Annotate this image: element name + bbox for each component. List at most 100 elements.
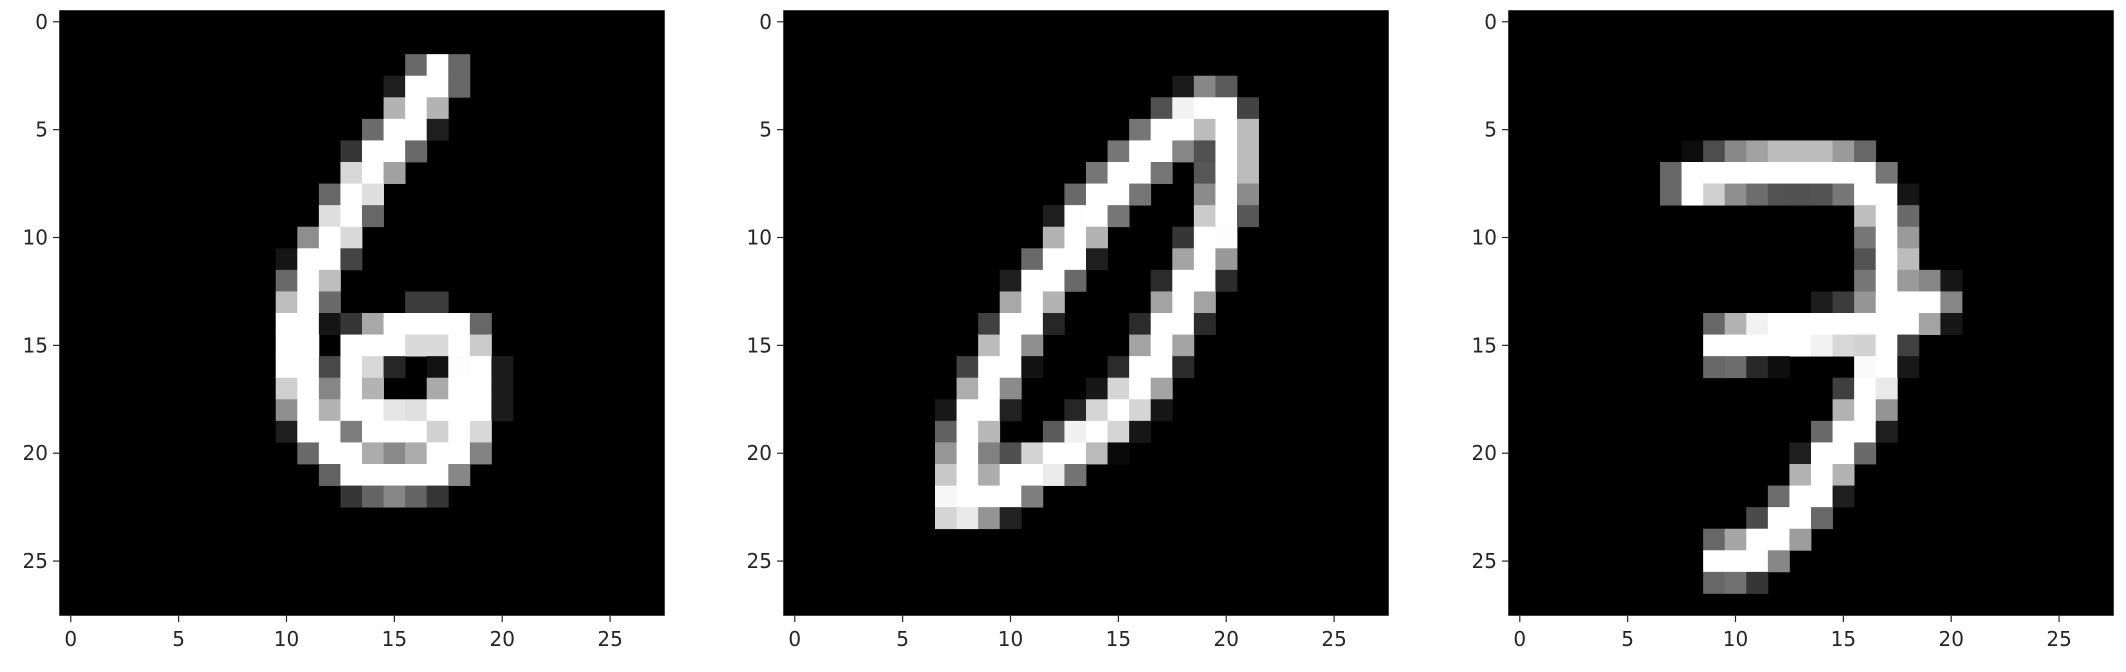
pixel — [1086, 183, 1108, 206]
pixel — [448, 442, 471, 465]
pixel — [1703, 162, 1726, 184]
pixel — [297, 377, 320, 400]
pixel — [1042, 291, 1065, 314]
pixel — [1832, 377, 1855, 400]
pixel — [1086, 442, 1108, 465]
pixel — [275, 356, 298, 379]
pixel — [1172, 118, 1195, 141]
pixel — [448, 54, 471, 77]
image-panel-1: 0 5 10 15 20 25 0 5 10 15 20 25 — [23, 10, 665, 651]
pixel — [1875, 334, 1898, 357]
pixel — [1215, 183, 1238, 206]
pixel — [1875, 420, 1898, 443]
pixel — [978, 485, 1001, 508]
pixel — [362, 118, 384, 141]
pixel — [1237, 118, 1259, 141]
pixel — [956, 399, 979, 422]
pixel — [1767, 183, 1790, 206]
pixel — [1811, 313, 1833, 335]
pixel — [1854, 248, 1877, 271]
pixel — [1064, 269, 1087, 292]
pixel — [1172, 269, 1195, 292]
pixel — [362, 205, 384, 228]
pixel — [1854, 399, 1877, 422]
pixel — [340, 183, 363, 206]
pixel — [1086, 205, 1108, 228]
pixel — [1172, 226, 1195, 249]
pixel — [318, 183, 341, 206]
pixel — [1129, 140, 1152, 163]
pixel — [978, 464, 1001, 486]
pixel — [1854, 205, 1877, 228]
pixel — [1854, 442, 1877, 465]
x-tick-label: 25 — [2046, 627, 2071, 651]
pixel — [1811, 485, 1833, 508]
pixel — [383, 118, 406, 141]
pixel — [405, 97, 428, 120]
pixel — [275, 334, 298, 357]
pixel — [426, 442, 449, 465]
pixel — [340, 334, 363, 357]
pixel — [1767, 140, 1790, 163]
pixel — [1086, 162, 1108, 184]
axes-frame — [783, 10, 1389, 616]
pixel — [956, 507, 979, 530]
pixel — [1767, 334, 1790, 357]
pixel — [1086, 399, 1108, 422]
pixel — [318, 356, 341, 379]
pixel — [1042, 442, 1065, 465]
pixel — [1789, 183, 1812, 206]
pixel — [318, 442, 341, 465]
x-tick-label: 0 — [1513, 627, 1526, 651]
pixel — [1897, 356, 1920, 379]
pixel — [1129, 399, 1152, 422]
pixel — [383, 313, 406, 335]
pixel — [383, 356, 406, 379]
y-tick-label: 15 — [1472, 333, 1497, 357]
pixel — [469, 334, 492, 357]
pixel — [978, 334, 1001, 357]
pixel — [1875, 291, 1898, 314]
pixel — [1875, 269, 1898, 292]
pixel — [1172, 97, 1195, 120]
pixel — [1107, 140, 1130, 163]
pixel — [405, 140, 428, 163]
pixel — [469, 377, 492, 400]
x-tick-label: 5 — [1621, 627, 1634, 651]
pixel — [1215, 75, 1238, 98]
pixel — [956, 442, 979, 465]
pixel — [275, 420, 298, 443]
y-tick-label: 20 — [1472, 441, 1497, 465]
pixel — [1811, 334, 1833, 357]
pixel — [1897, 183, 1920, 206]
pixel — [956, 464, 979, 486]
pixel — [1681, 140, 1704, 163]
pixel — [1107, 399, 1130, 422]
pixel — [1042, 420, 1065, 443]
pixel — [426, 97, 449, 120]
pixel — [1107, 205, 1130, 228]
pixel — [1172, 140, 1195, 163]
pixel — [1042, 313, 1065, 335]
x-tick-label: 5 — [172, 627, 185, 651]
pixel — [1107, 442, 1130, 465]
pixel — [1746, 334, 1769, 357]
pixel — [1811, 140, 1833, 163]
pixel — [448, 356, 471, 379]
pixel — [383, 399, 406, 422]
pixel — [1172, 313, 1195, 335]
pixel — [297, 334, 320, 357]
pixel — [1193, 226, 1216, 249]
pixel — [318, 464, 341, 486]
axes-frame — [59, 10, 665, 616]
y-tick-label: 5 — [759, 118, 772, 142]
pixel — [999, 356, 1022, 379]
pixel — [340, 248, 363, 271]
pixel — [1724, 140, 1747, 163]
pixel — [1193, 162, 1216, 184]
pixel — [383, 485, 406, 508]
pixel — [297, 399, 320, 422]
pixel — [318, 377, 341, 400]
pixel — [1172, 291, 1195, 314]
pixel — [1150, 118, 1173, 141]
